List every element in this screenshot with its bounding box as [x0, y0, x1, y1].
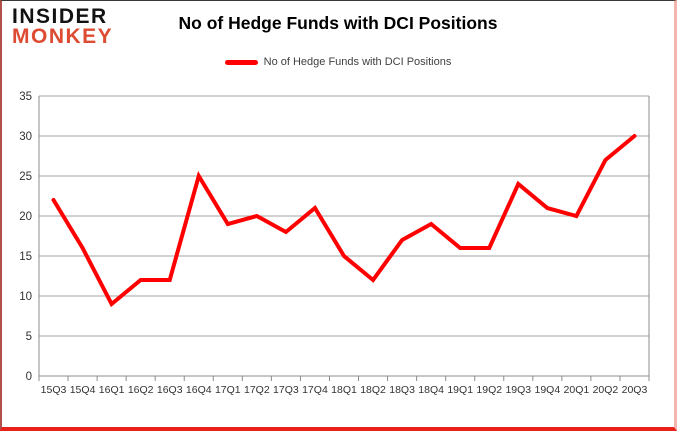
x-axis-tick-label: 16Q2 [128, 384, 154, 396]
x-axis-tick-label: 17Q2 [244, 384, 270, 396]
x-axis-tick-label: 18Q4 [418, 384, 444, 396]
x-axis-tick-label: 17Q1 [215, 384, 241, 396]
x-axis-tick-label: 16Q1 [99, 384, 125, 396]
y-axis-tick-label: 25 [19, 171, 32, 183]
x-axis-tick-label: 15Q4 [70, 384, 96, 396]
x-axis-tick-label: 18Q1 [331, 384, 357, 396]
logo-line-insider: INSIDER [12, 5, 108, 28]
page-title: No of Hedge Funds with DCI Positions [178, 13, 498, 33]
y-axis-tick-label: 15 [19, 251, 32, 263]
y-axis-tick-label: 10 [19, 291, 32, 303]
x-axis-tick-label: 16Q3 [157, 384, 183, 396]
x-axis-tick-label: 20Q2 [593, 384, 619, 396]
x-axis-tick-label: 18Q2 [360, 384, 386, 396]
y-axis-tick-label: 30 [19, 131, 32, 143]
insider-monkey-logo: INSIDER MONKEY [12, 5, 114, 48]
x-axis-tick-label: 18Q3 [389, 384, 415, 396]
x-axis-tick-label: 17Q4 [302, 384, 328, 396]
x-axis-tick-label: 16Q4 [186, 384, 212, 396]
y-axis-tick-label: 5 [26, 331, 32, 343]
x-axis-tick-label: 20Q3 [622, 384, 648, 396]
y-axis-tick-label: 35 [19, 91, 32, 103]
x-axis-tick-label: 15Q3 [41, 384, 67, 396]
series-line [51, 134, 637, 308]
y-axis-tick-label: 20 [19, 211, 32, 223]
y-axis-tick-label: 0 [26, 371, 32, 383]
x-axis-tick-label: 20Q1 [564, 384, 590, 396]
legend: No of Hedge Funds with DCI Positions [2, 56, 674, 68]
logo-line-monkey: MONKEY [12, 25, 114, 48]
x-axis-tick-label: 19Q2 [476, 384, 502, 396]
x-axis-tick-label: 19Q3 [505, 384, 531, 396]
x-axis-tick-label: 17Q3 [273, 384, 299, 396]
x-axis-tick-label: 19Q4 [534, 384, 560, 396]
legend-label: No of Hedge Funds with DCI Positions [263, 56, 452, 68]
legend-line-swatch [224, 59, 258, 65]
x-axis-tick-label: 19Q1 [447, 384, 473, 396]
